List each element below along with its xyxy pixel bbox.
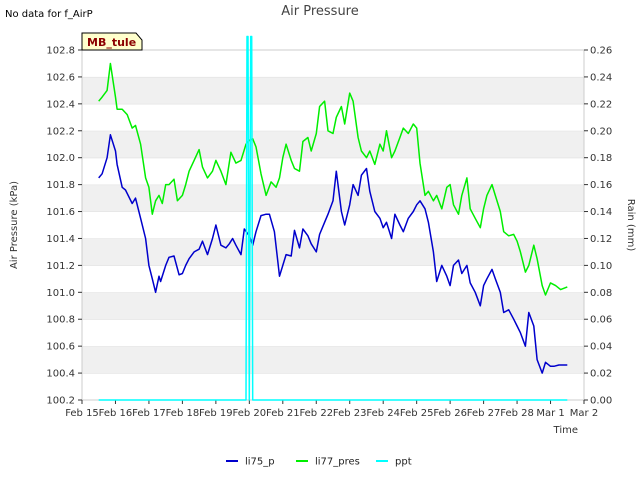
y-left-tick-label: 101.6 [46,207,75,218]
y-axis-left-label: Air Pressure (kPa) [9,181,20,269]
y-right-tick-label: 0.10 [590,261,612,272]
x-tick-label: Feb 19 [199,408,233,419]
grid-band [82,238,584,266]
y-right-tick-label: 0.14 [590,207,612,218]
x-tick-label: Mar 1 [536,408,564,419]
y-left-tick-label: 100.8 [46,315,75,326]
y-right-tick-label: 0.24 [590,72,612,83]
y-left-tick-label: 102.2 [46,126,75,137]
station-badge-label: MB_tule [87,36,136,49]
y-left-tick-label: 101.8 [46,180,75,191]
y-axis-left: 100.2 100.4 100.6 100.8 101.0 101.2 101.4 101.6… [46,46,82,407]
y-left-tick-label: 101.4 [46,234,75,245]
x-tick-label: Feb 25 [400,408,434,419]
y-right-tick-label: 0.06 [590,315,612,326]
x-tick-label: Feb 28 [500,408,534,419]
series-layer [98,35,568,401]
x-tick-label: Feb 18 [166,408,200,419]
y-right-tick-label: 0.00 [590,396,612,407]
y-right-tick-label: 0.02 [590,369,612,380]
y-right-tick-label: 0.04 [590,342,612,353]
grid-band [82,76,584,104]
station-badge: MB_tule [81,32,143,51]
x-tick-label: Mar 2 [570,408,598,419]
legend-label-li77-pres: li77_pres [315,457,360,468]
series-line-ppt [98,35,568,401]
grid-band [82,292,584,320]
x-tick-label: Feb 16 [99,408,133,419]
y-left-tick-label: 102.0 [46,153,75,164]
x-axis-label: Time [553,425,578,436]
legend: li75_p li77_pres ppt [226,457,412,468]
x-tick-label: Feb 21 [266,408,300,419]
y-left-tick-label: 102.4 [46,99,75,110]
grid-band [82,130,584,158]
grid-band [82,157,584,185]
x-tick-label: Feb 17 [132,408,166,419]
y-right-tick-label: 0.22 [590,99,612,110]
x-tick-label: Feb 26 [433,408,467,419]
x-tick-label: Feb 22 [299,408,333,419]
x-tick-label: Feb 15 [65,408,99,419]
y-axis-right: 0.00 0.02 0.04 0.06 0.08 0.10 0.12 0.14 0.16 0.18… [584,46,612,407]
series-line-li77-pres [98,62,568,296]
x-tick-label: Feb 27 [467,408,501,419]
chart-title: Air Pressure [281,4,359,19]
grid-band [82,103,584,131]
station-badge-shape [81,32,143,51]
y-right-tick-label: 0.12 [590,234,612,245]
y-right-tick-label: 0.16 [590,180,612,191]
legend-label-li75-p: li75_p [245,457,275,468]
y-right-tick-label: 0.18 [590,153,612,164]
series-line-li75-p [98,134,568,374]
grid-band [82,346,584,374]
grid-bands [82,49,584,400]
grid-band [82,373,584,400]
y-left-tick-label: 102.8 [46,46,75,57]
y-left-tick-label: 100.2 [46,396,75,407]
y-left-tick-label: 100.6 [46,342,75,353]
y-right-tick-label: 0.20 [590,126,612,137]
y-left-tick-label: 101.2 [46,261,75,272]
grid-band [82,50,584,77]
grid-band [82,211,584,239]
y-left-tick-label: 100.4 [46,369,75,380]
y-left-tick-label: 101.0 [46,288,75,299]
grid-band [82,319,584,347]
x-tick-label: Feb 20 [233,408,267,419]
y-left-tick-label: 102.6 [46,72,75,83]
y-right-tick-label: 0.08 [590,288,612,299]
grid-band [82,265,584,293]
x-tick-label: Feb 23 [333,408,367,419]
no-data-note: No data for f_AirP [5,9,93,20]
legend-label-ppt: ppt [395,457,412,468]
y-axis-right-label: Rain (mm) [625,199,636,252]
y-right-tick-label: 0.26 [590,46,612,57]
x-axis: Feb 15 Feb 16 Feb 17 Feb 18 Feb 19 Feb 20 Feb … [65,400,598,419]
x-tick-label: Feb 24 [366,408,400,419]
